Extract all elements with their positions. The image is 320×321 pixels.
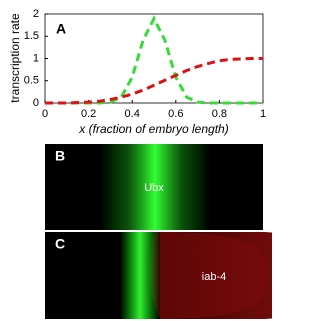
x-tick-label: 0.6	[168, 108, 183, 120]
y-tick-label: 0.5	[24, 75, 39, 87]
series-line	[45, 15, 263, 105]
x-tick-label: 1	[260, 108, 266, 120]
x-axis-label: x (fraction of embryo length)	[78, 122, 228, 136]
panel-c: C iab-4	[45, 231, 272, 319]
panel-label: A	[56, 21, 66, 37]
ubx-band	[120, 232, 160, 319]
series-line	[45, 57, 263, 105]
x-tick-label: 0.2	[81, 108, 96, 120]
panel-label: C	[55, 236, 65, 252]
page: A transcription rate x (fraction of embr…	[8, 7, 272, 319]
gene-label: Ubx	[144, 182, 164, 194]
x-tick-label: 0	[42, 108, 48, 120]
x-tick-label: 0.8	[212, 108, 227, 120]
figure: A transcription rate x (fraction of embr…	[8, 8, 272, 319]
plot-frame	[44, 13, 264, 104]
ubx-band	[100, 144, 210, 230]
y-tick-label: 0	[33, 97, 39, 109]
y-tick-label: 1	[33, 52, 39, 64]
y-axis-label: transcription rate	[8, 13, 22, 103]
panel-label: B	[55, 148, 65, 164]
iab4-edge	[160, 232, 268, 319]
y-tick-label: 2	[33, 8, 39, 20]
panel-b: B Ubx	[45, 144, 263, 230]
y-tick-label: 1.5	[24, 30, 39, 42]
gene-label: iab-4	[202, 271, 226, 283]
x-tick-label: 0.4	[125, 108, 140, 120]
